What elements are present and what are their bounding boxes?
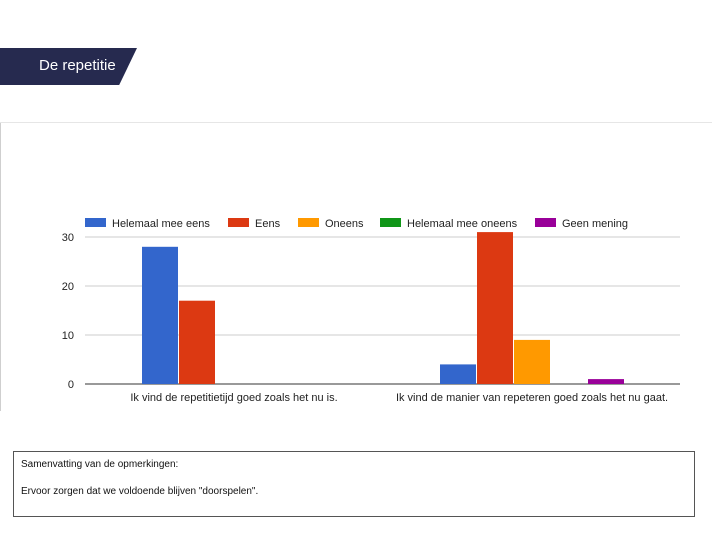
bar [142, 246, 178, 384]
legend-swatch [298, 218, 319, 227]
legend-swatch [228, 218, 249, 227]
y-tick-label: 10 [62, 330, 74, 342]
bar [179, 300, 215, 384]
bar [588, 379, 624, 384]
y-tick-label: 20 [62, 281, 74, 293]
legend-label: Helemaal mee oneens [407, 218, 518, 230]
slide-title: De repetitie [39, 57, 116, 74]
left-border [0, 123, 1, 411]
legend-label: Helemaal mee eens [112, 218, 210, 230]
notes-box: Samenvatting van de opmerkingen: Ervoor … [13, 451, 695, 517]
x-category-label: Ik vind de manier van repeteren goed zoa… [396, 392, 668, 404]
divider [0, 122, 712, 123]
legend-label: Geen mening [562, 218, 628, 230]
legend-swatch [380, 218, 401, 227]
notes-body: Ervoor zorgen dat we voldoende blijven "… [21, 486, 259, 497]
bar [514, 339, 550, 384]
legend-swatch [535, 218, 556, 227]
legend-label: Eens [255, 218, 281, 230]
title-banner [0, 48, 137, 85]
bar [477, 232, 513, 384]
y-tick-label: 30 [62, 232, 74, 244]
notes-heading: Samenvatting van de opmerkingen: [21, 459, 179, 470]
y-tick-label: 0 [68, 379, 74, 391]
legend-label: Oneens [325, 218, 364, 230]
x-category-label: Ik vind de repetitietijd goed zoals het … [130, 392, 337, 404]
bar [440, 364, 476, 384]
legend-swatch [85, 218, 106, 227]
bar-chart: 0 10 20 30 Helemaal mee eens Eens Oneens Helema… [62, 218, 680, 404]
